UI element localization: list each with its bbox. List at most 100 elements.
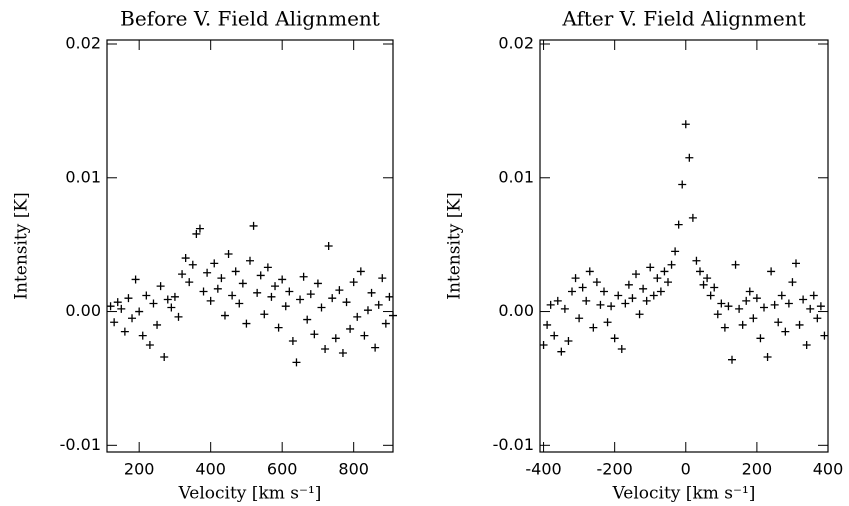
- data-point: [582, 296, 591, 305]
- data-point: [578, 283, 587, 292]
- x-tick-label: -200: [597, 460, 633, 479]
- data-point: [703, 274, 712, 283]
- data-point: [553, 296, 562, 305]
- data-point: [603, 318, 612, 327]
- data-point: [342, 298, 351, 307]
- data-point: [385, 292, 394, 301]
- data-point: [728, 355, 736, 364]
- data-point: [156, 282, 165, 291]
- data-point: [674, 220, 683, 229]
- data-point: [363, 306, 372, 315]
- data-point: [110, 318, 119, 327]
- data-point: [735, 304, 744, 313]
- data-point: [564, 336, 573, 345]
- chart-title: Before V. Field Alignment: [120, 7, 380, 31]
- data-point: [621, 299, 630, 308]
- data-point: [203, 268, 212, 277]
- data-point: [806, 304, 815, 313]
- data-point: [124, 294, 133, 303]
- data-point: [724, 302, 733, 311]
- data-point: [742, 296, 751, 305]
- data-point: [784, 299, 793, 308]
- data-point: [253, 288, 262, 297]
- data-point: [353, 312, 362, 321]
- data-point: [170, 292, 179, 301]
- data-point: [310, 330, 319, 339]
- data-point: [688, 213, 697, 222]
- data-point: [367, 288, 376, 297]
- data-point: [228, 291, 237, 300]
- data-point: [346, 324, 355, 333]
- data-point: [614, 291, 623, 300]
- data-point: [267, 292, 276, 301]
- data-point: [770, 300, 779, 309]
- data-point: [281, 302, 290, 311]
- data-point: [321, 345, 330, 353]
- data-point: [720, 323, 729, 332]
- data-point: [809, 291, 818, 300]
- data-point: [546, 300, 555, 309]
- data-point: [210, 259, 219, 268]
- data-point: [792, 259, 800, 268]
- data-point: [624, 280, 633, 289]
- data-point: [660, 267, 669, 276]
- y-tick-label: -0.01: [60, 435, 101, 454]
- data-point: [217, 274, 226, 283]
- x-tick-label: 600: [267, 460, 298, 479]
- data-point: [138, 331, 147, 340]
- data-point: [816, 302, 825, 311]
- data-point: [685, 153, 694, 162]
- data-point: [213, 284, 222, 293]
- data-point: [313, 279, 322, 288]
- data-point: [338, 349, 347, 358]
- x-tick-label: 800: [338, 460, 369, 479]
- data-point: [160, 353, 169, 362]
- data-point: [303, 315, 312, 324]
- data-point: [113, 298, 122, 307]
- data-point: [710, 283, 719, 292]
- data-point: [374, 300, 383, 309]
- y-tick-label: 0.01: [498, 167, 534, 186]
- data-point: [278, 275, 287, 284]
- data-point: [653, 274, 662, 283]
- data-point: [188, 260, 197, 269]
- plot-frame: [106, 39, 394, 453]
- data-point: [131, 275, 140, 284]
- data-point: [349, 278, 358, 287]
- data-point: [596, 300, 605, 309]
- data-point: [135, 307, 144, 316]
- data-point: [745, 287, 754, 296]
- data-point: [120, 327, 129, 336]
- y-axis-label: Intensity [K]: [12, 192, 32, 299]
- data-point: [220, 311, 229, 320]
- data-point: [767, 267, 776, 276]
- data-point: [292, 358, 301, 367]
- x-axis-label: Velocity [km s⁻¹]: [612, 484, 756, 504]
- data-point: [389, 311, 397, 320]
- y-tick-label: 0.00: [498, 301, 534, 320]
- data-point: [550, 331, 559, 340]
- data-point: [717, 299, 726, 308]
- data-point: [628, 294, 637, 303]
- x-tick-label: 400: [195, 460, 226, 479]
- data-point: [738, 320, 747, 329]
- data-point: [117, 304, 126, 313]
- data-point: [649, 291, 658, 300]
- data-point: [656, 287, 665, 296]
- chart-title: After V. Field Alignment: [561, 7, 805, 31]
- data-point: [557, 347, 566, 356]
- data-point: [639, 284, 648, 293]
- data-point: [149, 299, 158, 308]
- data-point: [317, 303, 326, 312]
- data-point: [696, 267, 704, 276]
- data-point: [381, 319, 390, 328]
- data-point: [145, 340, 154, 349]
- data-point: [731, 260, 740, 269]
- data-point: [199, 287, 208, 296]
- data-point: [378, 274, 387, 283]
- data-point: [760, 303, 768, 312]
- data-point: [589, 323, 598, 332]
- data-point: [242, 319, 251, 328]
